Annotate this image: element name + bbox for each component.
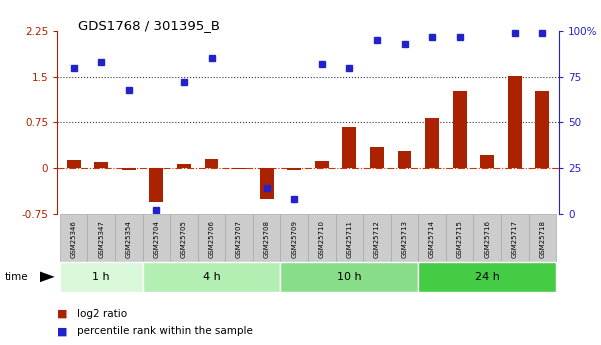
Bar (363, 214, 391, 264)
Bar (287, 168, 301, 170)
Bar (122, 168, 136, 170)
Bar (281, 262, 418, 292)
Bar (150, 168, 163, 202)
Bar (480, 155, 494, 168)
Bar (60, 214, 87, 264)
Bar (425, 118, 439, 168)
Bar (529, 214, 556, 264)
Text: GSM25704: GSM25704 (153, 220, 159, 258)
Text: GSM25717: GSM25717 (512, 220, 518, 258)
Bar (446, 214, 474, 264)
Text: GSM25718: GSM25718 (539, 220, 545, 258)
Bar (60, 262, 142, 292)
Bar (177, 164, 191, 168)
Text: GSM25708: GSM25708 (264, 220, 270, 258)
Bar (501, 214, 529, 264)
Bar (198, 214, 225, 264)
Bar (253, 214, 281, 264)
Text: GSM25713: GSM25713 (401, 220, 407, 258)
Bar (508, 76, 522, 168)
Bar (453, 91, 466, 168)
Text: GSM25716: GSM25716 (484, 220, 490, 258)
Text: 4 h: 4 h (203, 272, 221, 282)
Bar (94, 162, 108, 168)
Bar (260, 168, 273, 199)
Bar (225, 214, 253, 264)
Bar (142, 262, 281, 292)
Bar (115, 214, 142, 264)
Text: ■: ■ (57, 326, 67, 336)
Text: GDS1768 / 301395_B: GDS1768 / 301395_B (78, 19, 220, 32)
Text: GSM25705: GSM25705 (181, 220, 187, 258)
Text: GSM25714: GSM25714 (429, 220, 435, 258)
Text: time: time (5, 272, 28, 282)
Text: 24 h: 24 h (475, 272, 499, 282)
Text: GSM25707: GSM25707 (236, 220, 242, 258)
Text: percentile rank within the sample: percentile rank within the sample (77, 326, 253, 336)
Bar (142, 214, 170, 264)
Bar (474, 214, 501, 264)
Text: 10 h: 10 h (337, 272, 362, 282)
Bar (343, 127, 356, 168)
Bar (170, 214, 198, 264)
Bar (335, 214, 363, 264)
Bar (370, 147, 384, 168)
Text: GSM25706: GSM25706 (209, 220, 215, 258)
Text: GSM25712: GSM25712 (374, 220, 380, 258)
Text: log2 ratio: log2 ratio (77, 309, 127, 319)
Bar (535, 91, 549, 168)
Text: GSM25709: GSM25709 (291, 220, 297, 258)
Bar (315, 161, 329, 168)
Bar (418, 214, 446, 264)
Text: GSM25715: GSM25715 (457, 220, 463, 258)
Text: GSM25711: GSM25711 (346, 220, 352, 258)
Bar (232, 168, 246, 169)
Text: GSM25347: GSM25347 (98, 220, 104, 258)
Text: GSM25346: GSM25346 (71, 220, 77, 258)
Text: ■: ■ (57, 309, 67, 319)
Bar (67, 160, 81, 168)
Bar (308, 214, 335, 264)
Polygon shape (40, 272, 55, 282)
Bar (87, 214, 115, 264)
Text: 1 h: 1 h (93, 272, 110, 282)
Bar (204, 159, 218, 168)
Bar (398, 151, 412, 168)
Bar (391, 214, 418, 264)
Bar (281, 214, 308, 264)
Text: GSM25354: GSM25354 (126, 220, 132, 258)
Text: GSM25710: GSM25710 (319, 220, 325, 258)
Bar (418, 262, 556, 292)
